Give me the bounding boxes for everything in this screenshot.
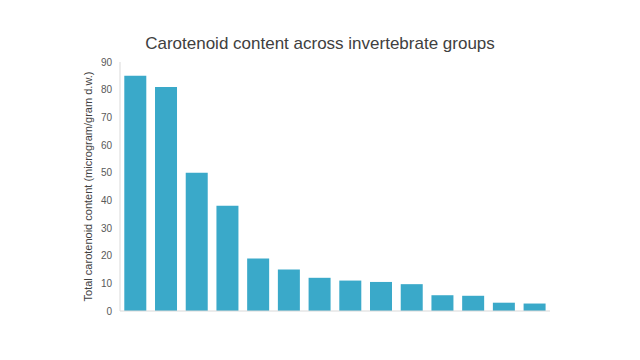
svg-text:0: 0 [106,306,112,317]
svg-text:60: 60 [101,140,113,151]
svg-text:70: 70 [101,112,113,123]
svg-text:30: 30 [101,223,113,234]
svg-text:40: 40 [101,195,113,206]
svg-text:20: 20 [101,250,113,261]
svg-text:50: 50 [101,167,113,178]
svg-text:80: 80 [101,84,113,95]
svg-text:10: 10 [101,278,113,289]
svg-text:Total carotenoid content (micr: Total carotenoid content (microgram/gram… [82,72,94,302]
svg-text:90: 90 [101,57,113,68]
html-text:Carotenoid content across inve: Carotenoid content across invertebrate g… [145,34,495,53]
